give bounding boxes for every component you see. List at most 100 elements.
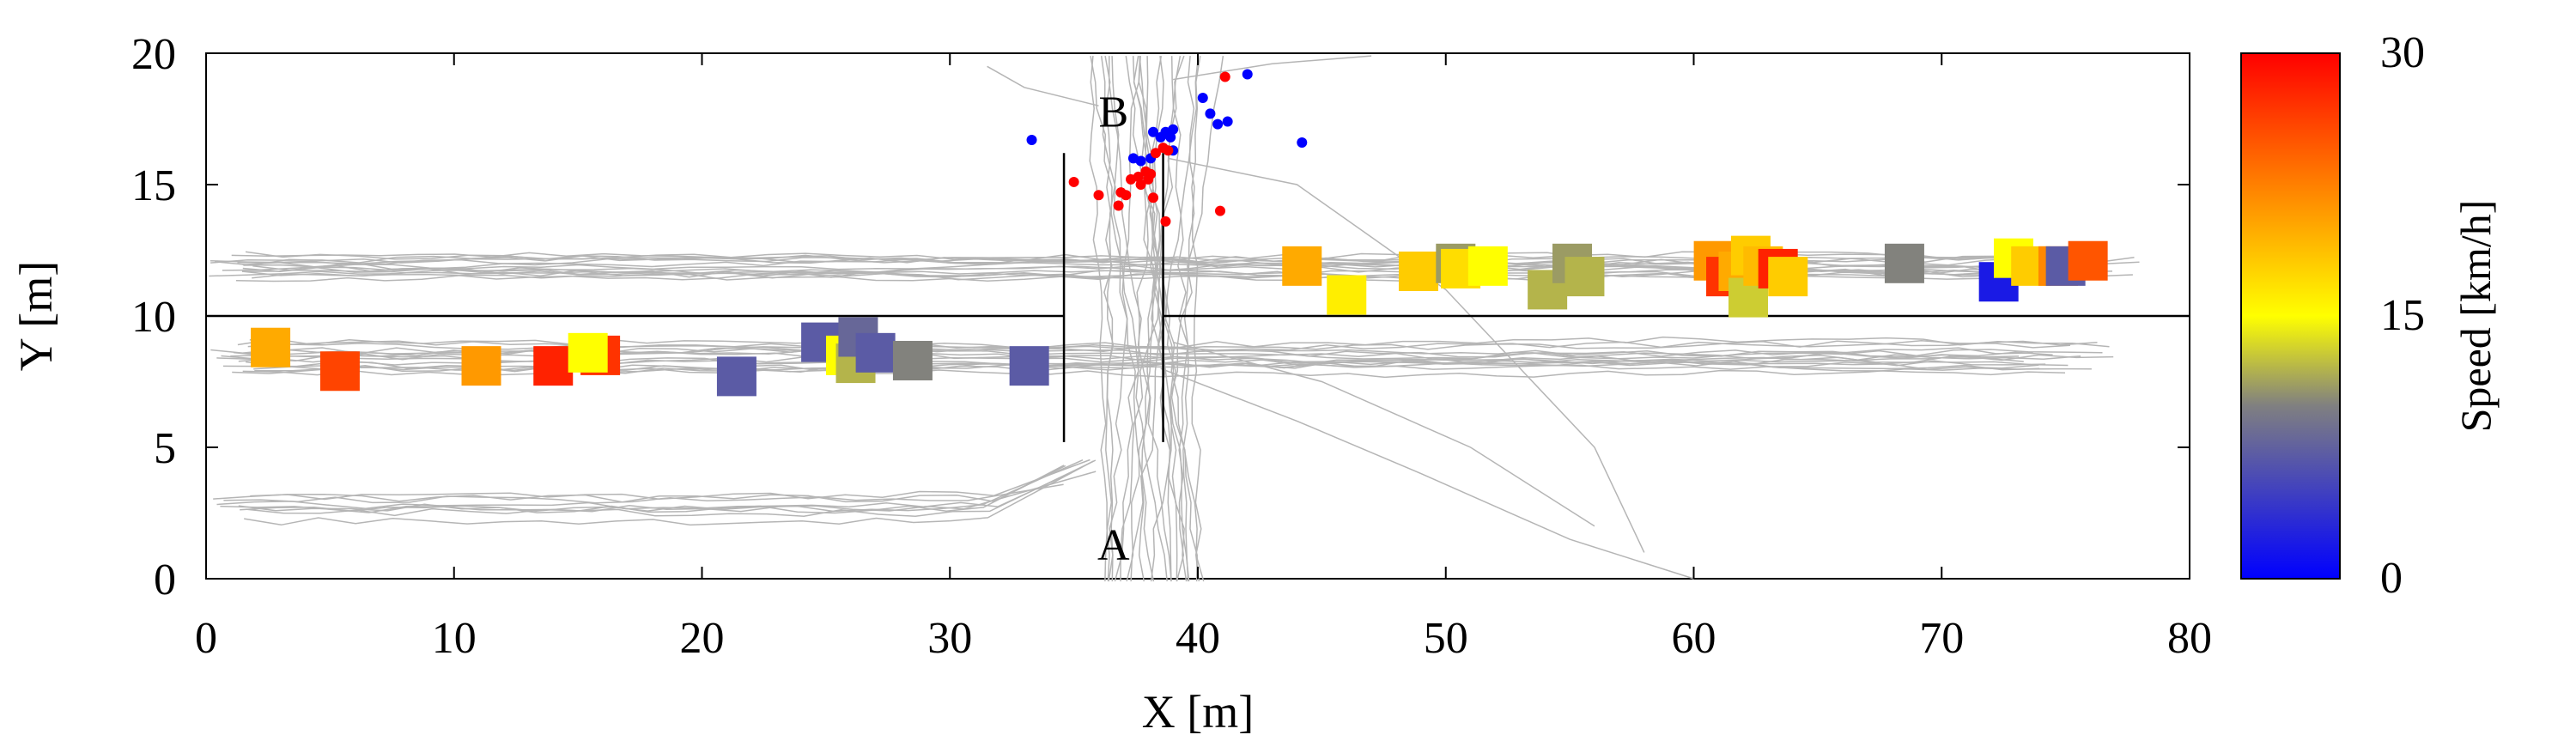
trajectory-line <box>1138 56 1164 582</box>
vehicle-marker <box>1564 257 1605 297</box>
annotation-b: B <box>1098 88 1128 137</box>
axis-ticks: 0 10 20 30 40 50 60 70 80 0 5 10 15 20 <box>131 30 2212 663</box>
reference-lines <box>206 153 2190 442</box>
pedestrian-marker <box>1165 131 1176 143</box>
pedestrian-markers <box>1026 69 1308 227</box>
x-tick-label: 40 <box>1176 614 1220 663</box>
y-tick-label: 0 <box>154 556 176 604</box>
vehicle-marker <box>1884 243 1924 283</box>
x-tick-label: 10 <box>432 614 477 663</box>
pedestrian-marker <box>1297 137 1308 149</box>
pedestrian-marker <box>1168 124 1179 135</box>
pedestrian-marker <box>1214 205 1225 216</box>
trajectory-line <box>1090 55 1168 582</box>
vehicle-marker <box>461 346 501 386</box>
vehicle-marker <box>319 351 360 392</box>
trajectory-line <box>1132 56 1205 582</box>
trajectory-line <box>240 465 1065 514</box>
pedestrian-marker <box>1133 171 1144 182</box>
trajectory-line <box>1176 55 1201 582</box>
trajectory-line <box>1103 55 1114 582</box>
pedestrian-marker <box>1242 69 1253 80</box>
x-tick-label: 0 <box>195 614 217 663</box>
colorbar-tick-15: 15 <box>2380 291 2425 340</box>
vehicle-marker <box>568 332 608 373</box>
trajectory-line <box>1133 55 1188 582</box>
pedestrian-marker <box>1160 216 1171 227</box>
trajectory-line <box>1160 367 1694 580</box>
trajectory-line <box>987 65 1099 106</box>
trajectory-line <box>1150 55 1224 582</box>
vehicle-marker <box>716 356 756 397</box>
pedestrian-marker <box>1150 148 1161 159</box>
vehicle-marker <box>1009 346 1049 386</box>
x-tick-label: 20 <box>680 614 725 663</box>
trajectory-line <box>1168 157 1645 553</box>
vehicle-marker <box>533 346 574 386</box>
trajectory-line <box>246 459 1097 518</box>
x-tick-label: 80 <box>2167 614 2212 663</box>
trajectory-line <box>223 483 1064 504</box>
trajectory-line <box>216 350 2114 365</box>
pedestrian-marker <box>1212 118 1224 130</box>
pedestrian-marker <box>1205 108 1216 119</box>
pedestrian-marker <box>1093 190 1104 201</box>
trajectory-line <box>1120 55 1182 582</box>
vehicle-marker <box>1768 257 1808 297</box>
vehicle-marker <box>1398 251 1438 291</box>
pedestrian-marker <box>1121 190 1132 201</box>
trajectory-line <box>250 459 1091 501</box>
trajectory-line <box>237 338 2098 350</box>
colorbar-label: Speed [km/h] <box>2451 200 2500 433</box>
y-axis-label: Y [m] <box>10 261 62 371</box>
vehicle-marker <box>1467 246 1508 286</box>
trajectory-line <box>1108 56 1141 582</box>
pedestrian-marker <box>1113 200 1124 211</box>
pedestrian-marker <box>1148 192 1159 203</box>
trajectory-line <box>1089 56 1110 582</box>
vehicle-marker <box>1282 246 1322 286</box>
vehicle-marker <box>1327 275 1367 315</box>
x-tick-label: 70 <box>1919 614 1964 663</box>
vehicle-marker <box>892 341 933 381</box>
annotation-a: A <box>1097 521 1130 570</box>
y-tick-label: 5 <box>154 424 176 473</box>
vehicle-marker <box>2068 240 2108 281</box>
trajectory-line <box>1114 55 1163 582</box>
y-tick-label: 20 <box>131 30 176 79</box>
pedestrian-marker <box>1135 179 1146 190</box>
trajectory-line <box>1170 56 1189 582</box>
trajectory-line <box>1145 56 1172 582</box>
x-tick-label: 30 <box>927 614 972 663</box>
trajectory-line <box>1172 341 1595 527</box>
trajectory-line <box>1187 56 1202 582</box>
pedestrian-marker <box>1163 145 1174 156</box>
pedestrian-marker <box>1222 116 1233 127</box>
colorbar-tick-30: 30 <box>2380 28 2425 77</box>
pedestrian-marker <box>1197 93 1208 104</box>
colorbar <box>2240 52 2341 580</box>
trajectory-line <box>1108 56 1172 582</box>
pedestrian-marker <box>1068 176 1079 187</box>
trajectory-line <box>242 258 2140 270</box>
trajectory-line <box>235 270 2133 282</box>
x-axis-label: X [m] <box>1142 686 1254 738</box>
y-tick-label: 15 <box>131 161 176 210</box>
x-tick-label: 50 <box>1424 614 1468 663</box>
trajectory-line <box>1125 56 1178 582</box>
y-tick-label: 10 <box>131 293 176 342</box>
x-tick-label: 60 <box>1672 614 1716 663</box>
vehicle-marker <box>855 332 896 373</box>
pedestrian-marker <box>1219 71 1230 82</box>
vehicle-marker <box>251 327 291 367</box>
colorbar-tick-0: 0 <box>2380 554 2403 603</box>
trajectory-line <box>249 336 2110 350</box>
trajectory-line <box>244 460 1094 526</box>
pedestrian-marker <box>1145 168 1157 179</box>
vehicle-markers <box>251 235 2108 397</box>
pedestrian-marker <box>1148 126 1159 137</box>
trajectory-line <box>1139 56 1198 582</box>
trajectory-line <box>1172 55 1372 81</box>
pedestrian-marker <box>1026 134 1037 145</box>
